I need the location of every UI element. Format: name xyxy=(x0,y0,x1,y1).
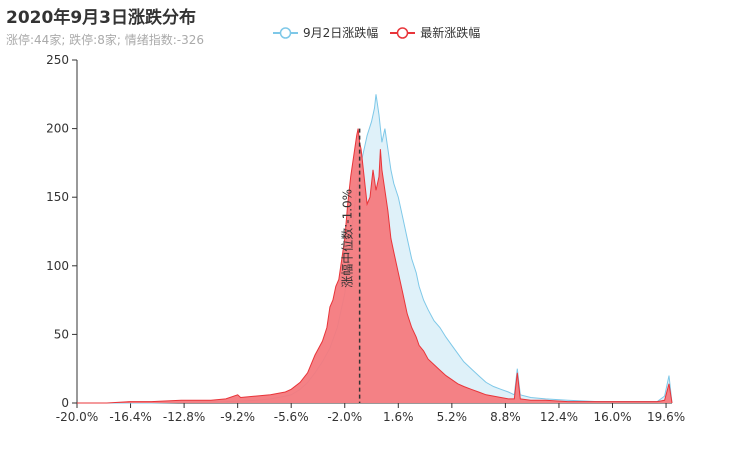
legend-label-prev: 9月2日涨跌幅 xyxy=(303,26,379,40)
legend-line-circle-icon xyxy=(273,26,298,39)
chart-overlay: 涨幅中位数:-1.0% xyxy=(340,128,361,403)
x-tick-label: -2.0% xyxy=(327,410,362,424)
y-tick-label: 150 xyxy=(46,190,69,204)
series-latest-line xyxy=(77,128,673,404)
median-label: 涨幅中位数:-1.0% xyxy=(340,189,355,288)
legend-line-circle-icon xyxy=(390,26,416,39)
y-tick-label: 200 xyxy=(46,122,69,136)
x-tick-label: -5.6% xyxy=(274,410,309,424)
x-tick-label: -20.0% xyxy=(56,410,98,424)
x-tick-label: 19.6% xyxy=(647,410,685,424)
x-tick-label: 16.0% xyxy=(593,410,631,424)
chart-legend: 9月2日涨跌幅 最新涨跌幅 xyxy=(273,24,492,41)
y-tick-label: 250 xyxy=(46,53,69,67)
y-tick-label: 0 xyxy=(61,396,69,410)
x-tick-label: -16.4% xyxy=(109,410,151,424)
x-tick-label: 5.2% xyxy=(437,410,468,424)
chart-series xyxy=(77,94,673,404)
chart-subtitle: 涨停:44家; 跌停:8家; 情绪指数:-326 xyxy=(6,33,204,47)
x-tick-label: 1.6% xyxy=(383,410,414,424)
x-tick-label: 8.8% xyxy=(490,410,521,424)
legend-item-prev[interactable]: 9月2日涨跌幅 xyxy=(273,24,378,41)
x-tick-label: -12.8% xyxy=(163,410,205,424)
y-tick-label: 50 xyxy=(54,327,69,341)
y-tick-label: 100 xyxy=(46,259,69,273)
chart-title: 2020年9月3日涨跌分布 xyxy=(6,8,196,28)
legend-label-latest: 最新涨跌幅 xyxy=(420,26,481,40)
legend-item-latest[interactable]: 最新涨跌幅 xyxy=(390,24,480,41)
x-tick-label: 12.4% xyxy=(540,410,578,424)
series-latest-area xyxy=(77,128,672,403)
x-tick-label: -9.2% xyxy=(220,410,255,424)
